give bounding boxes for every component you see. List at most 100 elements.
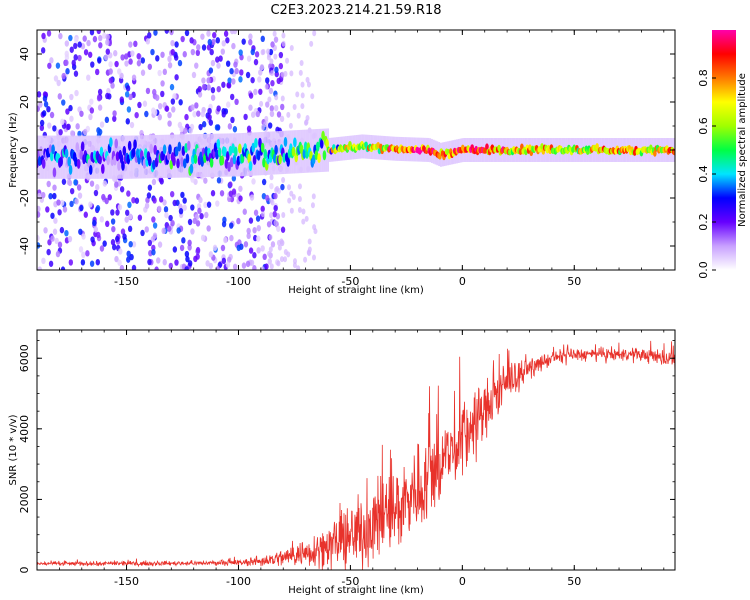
colorbar: 0.0 0.2 0.4 0.6 0.8 Normalized spectral ampl… [697, 30, 748, 279]
spectrogram-cell [234, 67, 239, 75]
spectrogram-cell [115, 209, 120, 216]
spectrogram-cell [78, 228, 83, 235]
spectrogram-cell [57, 241, 63, 248]
spectrogram-cell [260, 266, 265, 270]
spectrogram-cell [177, 141, 182, 152]
spectrogram-cell [215, 200, 220, 207]
colorbar-label: Normalized spectral amplitude [737, 73, 748, 227]
spectrogram-cell [278, 154, 282, 165]
spectrogram-cell [153, 135, 156, 179]
spectrogram-cell [285, 130, 288, 174]
spectrogram-cell [66, 123, 71, 130]
spectrogram-cell [276, 239, 281, 246]
spectrogram-cell [68, 164, 73, 175]
spectrogram-cell [131, 241, 137, 248]
spectrogram-cell [281, 212, 286, 219]
snr-panel: -150 -100 -50 0 50 0 2000 4000 6000 Height of s… [8, 329, 676, 596]
spectrogram-cell [289, 207, 294, 214]
spectrogram-cell [167, 55, 172, 63]
spectrogram-cell [286, 251, 291, 258]
spectrogram-cell [92, 35, 98, 43]
spectrogram-cell [233, 61, 238, 68]
spectrogram-cell [49, 111, 55, 119]
spectrogram-cell [269, 110, 274, 117]
spectrogram-cell [215, 265, 220, 270]
spectrogram-cell [43, 227, 48, 234]
spectrogram-cell [67, 156, 72, 167]
spectrogram-cell [42, 95, 48, 102]
spectrogram-cell [485, 143, 489, 150]
spectrogram-cell [257, 76, 262, 83]
spectrogram-cell [151, 249, 156, 256]
spectrogram-cell [48, 260, 54, 267]
spectrogram-cell [114, 138, 119, 149]
spectrogram-cell [172, 93, 177, 100]
spectrogram-cell [201, 77, 206, 84]
spectrogram-cell [127, 225, 133, 233]
spectrogram-cell [197, 85, 202, 93]
spectrogram-cell [215, 56, 220, 63]
spectrogram-cell [96, 95, 102, 102]
spectrogram-cell [50, 235, 55, 242]
y-tick-label: 2000 [18, 485, 31, 513]
spectrogram-cell [273, 36, 279, 43]
spectrogram-cell [71, 59, 76, 67]
spectrogram-cell [99, 216, 105, 223]
spectrogram-cell [53, 217, 58, 224]
spectrogram-cell [164, 105, 170, 112]
spectrogram-cell [121, 160, 125, 171]
spectrogram-cell [136, 53, 141, 60]
spectrogram-cell [93, 226, 99, 233]
spectrogram-cell [177, 59, 183, 67]
spectrogram-cell [247, 153, 252, 164]
spectrogram-cell [200, 234, 206, 242]
spectrogram-cell [201, 83, 207, 91]
spectrogram-cell [131, 264, 137, 270]
spectrogram-cell [119, 264, 125, 270]
spectrogram-cell [229, 67, 234, 75]
spectrogram-cell [303, 256, 308, 263]
spectrogram-cell [96, 231, 101, 239]
spectrogram-cell [180, 191, 185, 199]
spectrogram-cell [197, 91, 203, 98]
spectrogram-cell [264, 115, 269, 122]
figure-title: C2E3.2023.214.21.59.R18 [270, 3, 441, 18]
spectrogram-cell [50, 212, 55, 219]
spectrogram-cell [214, 124, 220, 131]
spectrogram-cell [252, 252, 257, 259]
spectrogram-cell [157, 205, 162, 212]
spectrogram-cell [252, 227, 257, 234]
spectrogram-cell [79, 149, 84, 160]
spectrogram-cell [269, 174, 274, 181]
spectrogram-cell [136, 60, 142, 67]
spectrogram-cell [207, 38, 212, 46]
spectrogram-cell [80, 259, 86, 266]
spectrogram-cell [190, 204, 195, 211]
spectrogram-cell [76, 158, 81, 169]
spectrogram-cell [74, 198, 79, 205]
spectrogram-cell [268, 246, 273, 253]
spectrogram-cell [178, 207, 184, 215]
spectrogram-cell [174, 259, 179, 266]
spectrogram-cell [274, 187, 279, 194]
spectrogram-cell [310, 202, 315, 209]
spectrogram-cell [270, 199, 275, 206]
spectrogram-cell [279, 115, 285, 123]
spectrogram-cell [130, 50, 135, 57]
spectrogram-cell [169, 134, 172, 178]
spectrogram-cell [86, 39, 91, 47]
spectrogram-cell [95, 205, 101, 212]
spectrogram-cell [97, 128, 103, 136]
spectrogram-cell [58, 32, 63, 40]
spectrogram-cell [256, 247, 261, 254]
spectrogram-cell [43, 101, 49, 108]
spectrogram-cell [162, 259, 167, 266]
spectrogram-cell [167, 62, 173, 69]
spectrogram-cell [234, 98, 239, 106]
spectrogram-cell [134, 111, 139, 119]
spectrogram-cell [39, 124, 45, 132]
spectrogram-cell [250, 111, 256, 118]
spectrogram-cell [106, 155, 110, 166]
spectrogram-cell [73, 54, 78, 61]
